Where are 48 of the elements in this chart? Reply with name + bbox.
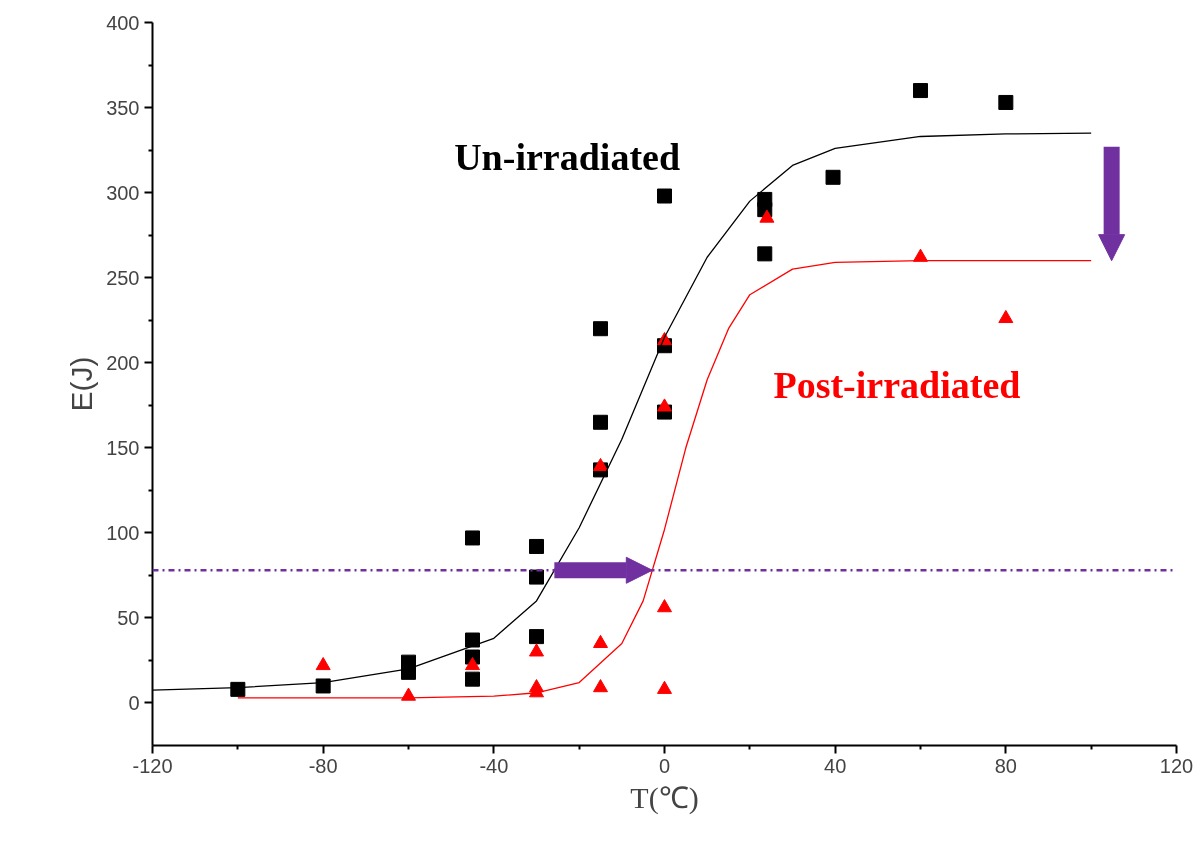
point: [759, 209, 775, 223]
point: [230, 681, 246, 697]
point: [465, 671, 480, 687]
series-label: Post-irradiated: [773, 363, 1021, 406]
point: [593, 634, 608, 648]
point: [825, 169, 841, 185]
point: [315, 678, 331, 694]
point: [913, 83, 928, 99]
point: [657, 680, 672, 694]
x-tick-label: 120: [1159, 754, 1194, 777]
x-axis-title: T(℃): [630, 780, 699, 815]
x-tick-label: -120: [132, 754, 173, 777]
point: [465, 632, 480, 648]
point: [529, 538, 544, 554]
y-tick-label: 0: [128, 691, 140, 714]
point: [757, 246, 773, 262]
point: [529, 643, 544, 657]
point: [465, 530, 480, 546]
point: [593, 457, 608, 472]
series-label: Un-irradiated: [454, 136, 681, 179]
point: [529, 629, 544, 645]
x-tick-label: -80: [308, 754, 338, 777]
point: [315, 656, 331, 671]
point: [998, 94, 1014, 110]
point: [401, 687, 416, 701]
point: [593, 321, 608, 337]
point: [998, 309, 1014, 324]
y-tick-label: 300: [106, 181, 140, 204]
point: [593, 414, 608, 430]
y-tick-label: 400: [106, 11, 140, 34]
y-tick-label: 100: [106, 521, 140, 544]
x-tick-label: 0: [658, 754, 671, 777]
y-axis-title: E(J): [65, 356, 99, 412]
x-tick-label: 40: [824, 754, 847, 777]
y-tick-label: 50: [117, 606, 140, 629]
point: [913, 248, 928, 262]
y-tick-label: 200: [106, 351, 140, 374]
x-tick-label: 80: [994, 754, 1017, 777]
point: [465, 656, 480, 671]
point: [657, 188, 672, 204]
point: [657, 398, 672, 412]
point: [593, 679, 608, 693]
y-tick-label: 250: [106, 266, 140, 289]
y-tick-label: 150: [106, 436, 140, 459]
y-tick-label: 350: [106, 96, 140, 119]
point: [529, 569, 544, 585]
point: [657, 599, 672, 613]
x-tick-label: -40: [479, 754, 509, 777]
